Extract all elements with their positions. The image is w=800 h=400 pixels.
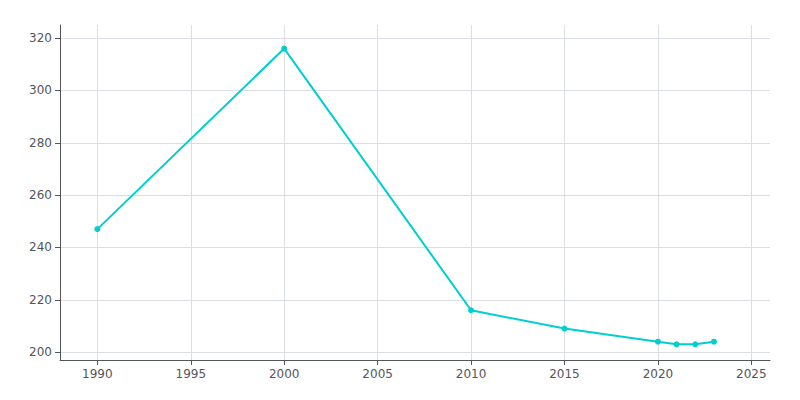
- svg-text:300: 300: [29, 83, 52, 97]
- svg-text:200: 200: [29, 345, 52, 359]
- svg-text:260: 260: [29, 188, 52, 202]
- svg-text:2010: 2010: [456, 367, 487, 381]
- svg-text:220: 220: [29, 293, 52, 307]
- svg-text:2000: 2000: [269, 367, 300, 381]
- svg-text:320: 320: [29, 31, 52, 45]
- svg-text:280: 280: [29, 136, 52, 150]
- svg-text:1990: 1990: [82, 367, 113, 381]
- svg-text:2020: 2020: [643, 367, 674, 381]
- svg-text:240: 240: [29, 240, 52, 254]
- svg-text:2015: 2015: [549, 367, 580, 381]
- svg-text:2025: 2025: [736, 367, 767, 381]
- svg-text:1995: 1995: [176, 367, 207, 381]
- svg-text:2005: 2005: [362, 367, 393, 381]
